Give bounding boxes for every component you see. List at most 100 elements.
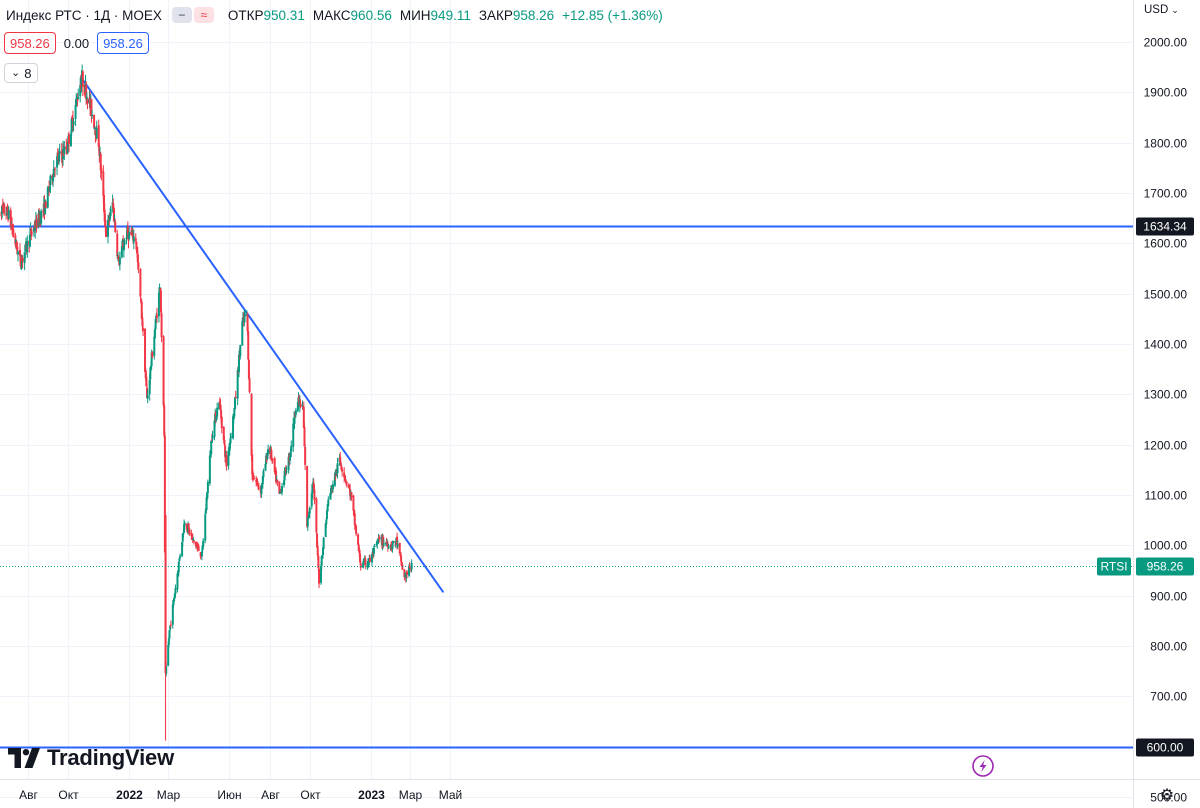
candle-body	[58, 151, 61, 154]
price-label-box	[1136, 217, 1194, 236]
candle-body	[322, 537, 325, 549]
currency-select[interactable]: USD ⌄	[1144, 4, 1179, 16]
candle-body	[154, 319, 157, 329]
candle-body	[108, 216, 111, 220]
candle-body	[149, 365, 152, 369]
candle-body	[102, 171, 105, 196]
candle-body	[146, 394, 149, 399]
candle-body	[90, 99, 93, 117]
candle-body	[248, 378, 251, 393]
price-tick-label: 800.00	[1150, 640, 1187, 654]
candle-body	[257, 483, 260, 488]
candle-body	[200, 556, 203, 558]
candle-body	[67, 134, 70, 144]
candle-body	[140, 301, 143, 319]
candle-body	[339, 462, 342, 466]
candle-body	[280, 486, 283, 493]
candle-body	[399, 552, 402, 556]
candle-body	[405, 572, 408, 579]
candle-body	[247, 359, 250, 379]
price-label-text: 1634.34	[1143, 220, 1187, 234]
candle-body	[141, 317, 144, 327]
candle-body	[246, 314, 249, 332]
candle-body	[255, 482, 258, 484]
candle-body	[105, 227, 108, 237]
candle-body	[181, 533, 184, 542]
candle-body	[353, 510, 356, 515]
time-axis[interactable]: Авг Окт 2022 Мар Июн Авг Окт 2023 Мар Май	[19, 788, 462, 802]
ohlc-high-value: 960.56	[350, 7, 392, 23]
candle-body	[341, 469, 344, 472]
ohlc-high-label: МАКС	[312, 7, 351, 23]
candle-body	[16, 246, 19, 254]
price-axis[interactable]: 2000.00 1900.00 1800.00 1700.00 1600.00 1500.…	[1144, 36, 1188, 805]
candle-body	[169, 625, 172, 630]
candle-body	[213, 420, 216, 438]
candle-body	[128, 232, 131, 239]
alert-bolt-icon[interactable]	[972, 755, 994, 777]
candle-body	[316, 546, 319, 556]
candle-body	[315, 498, 318, 533]
candle-body	[247, 331, 250, 360]
candle-body	[122, 243, 125, 249]
candle-body	[370, 554, 373, 563]
settings-gear-icon[interactable]: ⚙	[1159, 787, 1175, 804]
candle-body	[339, 456, 342, 463]
symbol-title[interactable]: Индекс РТС · 1Д · MOEX	[6, 7, 162, 23]
price-label-box	[1136, 738, 1194, 757]
candle-body	[336, 463, 339, 474]
candle-body	[348, 486, 351, 489]
tradingview-logo[interactable]: TradingView	[8, 745, 174, 771]
candle-body	[112, 203, 115, 209]
candle-body	[46, 187, 49, 208]
candle-body	[394, 541, 397, 544]
time-tick-label: Окт	[300, 788, 321, 802]
candle-body	[349, 489, 352, 497]
candle-body	[245, 313, 248, 316]
candle-body	[116, 254, 119, 258]
ask-button[interactable]: 958.26	[97, 32, 149, 54]
candle-body	[86, 99, 89, 104]
minus-icon[interactable]: −	[171, 7, 192, 23]
candle-body	[329, 488, 332, 495]
candle-body	[218, 401, 221, 403]
candle-body	[400, 555, 403, 562]
price-tick-label: 500.00	[1150, 791, 1187, 805]
ohlc-change: +12.85 (+1.36%)	[562, 7, 663, 23]
candle-body	[257, 487, 260, 489]
candle-body	[223, 439, 226, 445]
indicators-toggle[interactable]: ⌄ 8	[4, 63, 39, 83]
candle-body	[391, 544, 394, 549]
candle-body	[308, 507, 311, 514]
candle-body	[290, 445, 293, 452]
candle-body	[15, 241, 18, 249]
wave-icon[interactable]: ≈	[193, 7, 214, 23]
trendline-layer[interactable]	[80, 76, 444, 593]
candle-body	[136, 249, 139, 254]
bid-button[interactable]: 958.26	[4, 32, 56, 54]
candle-body	[158, 287, 161, 294]
candle-body	[35, 218, 38, 229]
candle-body	[312, 483, 315, 489]
candle-body	[104, 220, 107, 226]
candle-body	[386, 543, 389, 548]
price-tick-label: 900.00	[1150, 590, 1187, 604]
time-tick-label: Июн	[217, 788, 241, 802]
candle-body	[153, 329, 156, 339]
candle-body	[354, 523, 357, 527]
candle-body	[162, 336, 165, 406]
candle-body	[273, 458, 276, 472]
candle-body	[385, 542, 388, 544]
candle-body	[406, 571, 409, 575]
horizontal-lines[interactable]	[0, 225, 1133, 749]
candle-body	[403, 569, 406, 577]
legend-toggle[interactable]: − ≈	[171, 7, 214, 23]
chevron-down-icon: ⌄	[11, 66, 21, 79]
candle-body	[75, 98, 78, 104]
candle-body	[243, 314, 246, 317]
candle-body	[148, 379, 151, 395]
ohlc-close-value: 958.26	[512, 7, 555, 23]
candle-body	[270, 450, 273, 460]
